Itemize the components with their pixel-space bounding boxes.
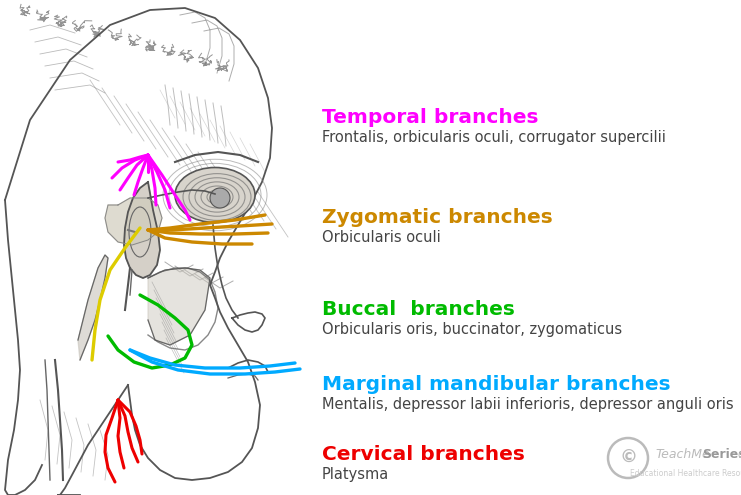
- Text: .com: .com: [735, 450, 741, 460]
- Text: Platysma: Platysma: [322, 467, 389, 482]
- Polygon shape: [78, 255, 108, 360]
- Polygon shape: [105, 198, 162, 245]
- Text: Temporal branches: Temporal branches: [322, 108, 539, 127]
- Ellipse shape: [210, 188, 230, 208]
- Polygon shape: [124, 182, 160, 278]
- Text: Frontalis, orbicularis oculi, corrugator supercilii: Frontalis, orbicularis oculi, corrugator…: [322, 130, 666, 145]
- Text: Mentalis, depressor labii inferioris, depressor anguli oris: Mentalis, depressor labii inferioris, de…: [322, 397, 734, 412]
- Text: Orbicularis oris, buccinator, zygomaticus: Orbicularis oris, buccinator, zygomaticu…: [322, 322, 622, 337]
- Text: TeachMe: TeachMe: [655, 448, 710, 461]
- Text: Marginal mandibular branches: Marginal mandibular branches: [322, 375, 671, 394]
- Polygon shape: [148, 268, 210, 345]
- Text: Series: Series: [702, 448, 741, 461]
- Text: Buccal  branches: Buccal branches: [322, 300, 515, 319]
- Text: Cervical branches: Cervical branches: [322, 445, 525, 464]
- Text: Educational Healthcare Resources: Educational Healthcare Resources: [630, 469, 741, 478]
- Text: Orbicularis oculi: Orbicularis oculi: [322, 230, 441, 245]
- Text: ©: ©: [619, 449, 637, 467]
- Ellipse shape: [175, 167, 255, 222]
- Text: Zygomatic branches: Zygomatic branches: [322, 208, 553, 227]
